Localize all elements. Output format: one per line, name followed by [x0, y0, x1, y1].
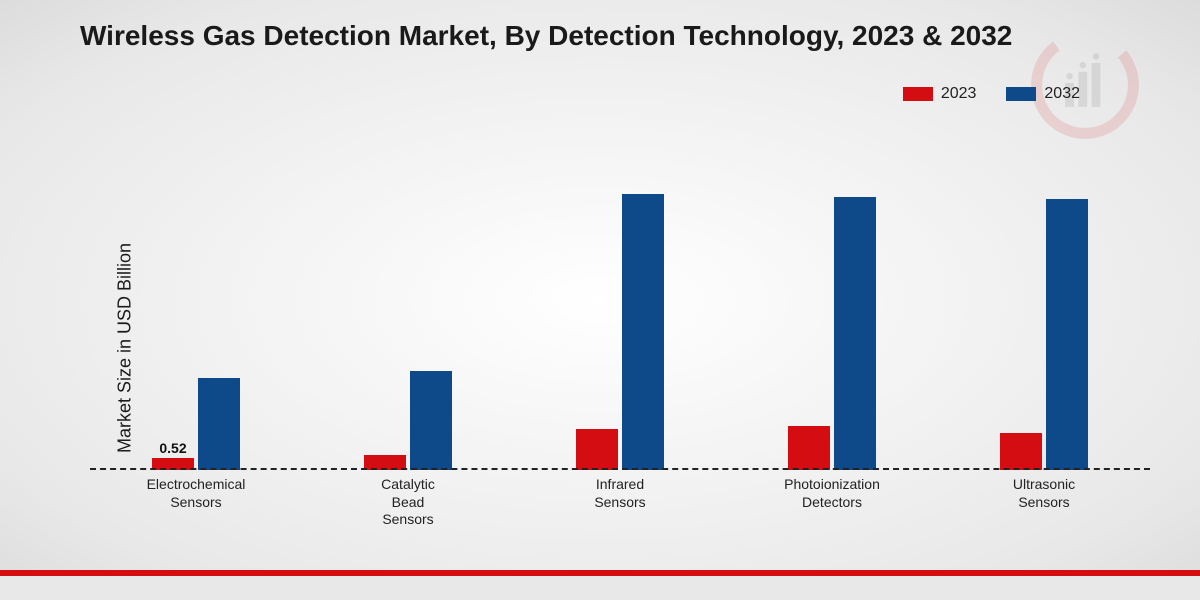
- x-tick-label: CatalyticBeadSensors: [348, 472, 468, 520]
- legend-swatch-2032: [1006, 87, 1036, 101]
- bar-2023: [576, 429, 618, 470]
- x-axis-baseline: [90, 468, 1150, 470]
- bar-2032: [622, 194, 664, 470]
- bar-value-label: 0.52: [159, 440, 186, 456]
- x-axis-labels: ElectrochemicalSensors CatalyticBeadSenso…: [90, 472, 1150, 520]
- legend-swatch-2023: [903, 87, 933, 101]
- bar-group: [984, 199, 1104, 470]
- bar-2032: [198, 378, 240, 470]
- bar-group: [348, 371, 468, 470]
- x-tick-label: InfraredSensors: [560, 472, 680, 520]
- bar-2023: [1000, 433, 1042, 470]
- legend-item-2023: 2023: [903, 85, 977, 103]
- bar-group: [560, 194, 680, 470]
- chart-title: Wireless Gas Detection Market, By Detect…: [80, 20, 1012, 52]
- bar-2032: [410, 371, 452, 470]
- legend: 2023 2032: [903, 85, 1080, 103]
- bar-group: [772, 197, 892, 470]
- x-tick-label: ElectrochemicalSensors: [136, 472, 256, 520]
- bar-groups: 0.52: [90, 160, 1150, 470]
- bar-group: 0.52: [136, 378, 256, 470]
- x-tick-label: PhotoionizationDetectors: [772, 472, 892, 520]
- bar-2023: [788, 426, 830, 470]
- legend-item-2032: 2032: [1006, 85, 1080, 103]
- x-tick-label: UltrasonicSensors: [984, 472, 1104, 520]
- bar-2032: [1046, 199, 1088, 470]
- footer-bar: [0, 576, 1200, 600]
- legend-label-2032: 2032: [1044, 85, 1080, 103]
- bar-2032: [834, 197, 876, 470]
- legend-label-2023: 2023: [941, 85, 977, 103]
- plot-area: 0.52 ElectrochemicalSensors CatalyticBead…: [90, 160, 1150, 520]
